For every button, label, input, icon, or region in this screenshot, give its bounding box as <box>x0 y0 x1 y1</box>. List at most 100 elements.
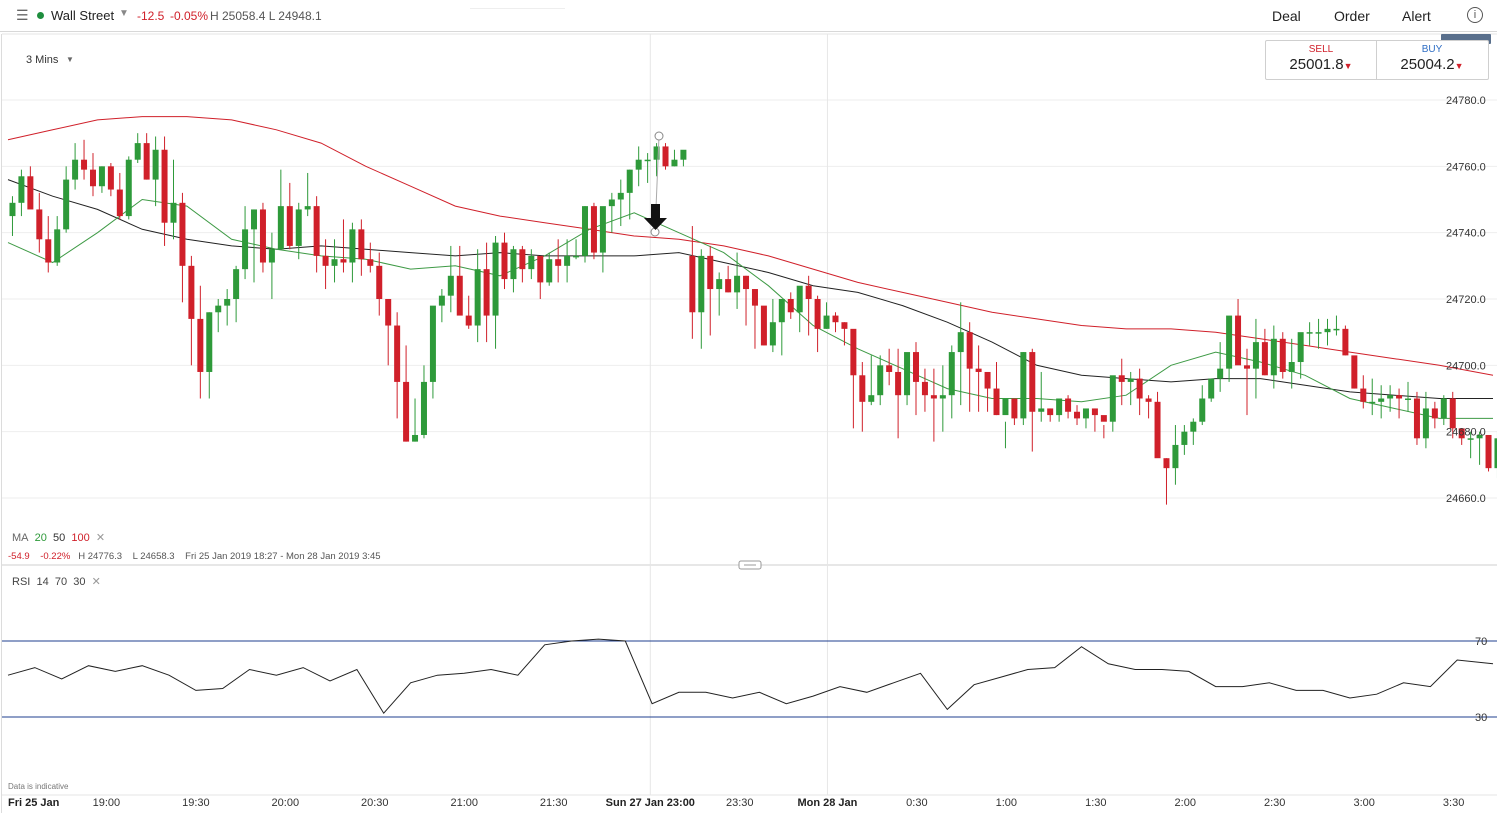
candle-body <box>751 289 758 306</box>
candle-body <box>930 395 937 399</box>
x-tick-label: 3:00 <box>1353 797 1374 809</box>
candle-body <box>1413 398 1420 439</box>
candle-body <box>573 255 580 258</box>
candle-body <box>1324 328 1331 333</box>
candle-body <box>9 202 16 217</box>
candle-body <box>385 299 392 326</box>
candle-body <box>1387 395 1394 399</box>
range-stats: -54.9 -0.22% H 24776.3 L 24658.3 Fri 25 … <box>8 551 381 562</box>
candle-body <box>1100 415 1107 422</box>
candle-body <box>179 202 186 266</box>
candles <box>9 133 1497 505</box>
candle-body <box>823 315 830 329</box>
candle-body <box>921 381 928 396</box>
candle-body <box>590 206 597 253</box>
x-tick-label: 3:30 <box>1443 797 1464 809</box>
candle-body <box>1288 362 1295 372</box>
instrument-name[interactable]: Wall Street <box>51 8 115 23</box>
candle-body <box>1315 332 1322 334</box>
candle-body <box>1485 434 1492 469</box>
x-tick-label: 20:00 <box>272 797 300 809</box>
candle-body <box>1181 431 1188 445</box>
top-bar: ☰ Wall Street ▼ -12.5 -0.05% H 25058.4 L… <box>0 0 1497 32</box>
candle-body <box>608 199 615 207</box>
candle-body <box>403 381 410 442</box>
candle-body <box>975 368 982 372</box>
candle-body <box>912 352 919 382</box>
candle-body <box>1422 408 1429 439</box>
candle-body <box>1396 395 1403 399</box>
candle-body <box>734 275 741 293</box>
hamburger-menu-icon[interactable]: ☰ <box>16 7 29 23</box>
order-button[interactable]: Order <box>1334 8 1370 24</box>
candle-body <box>1056 398 1063 416</box>
candle-body <box>45 239 52 263</box>
remove-rsi-icon[interactable]: ✕ <box>91 576 101 588</box>
candle-body <box>1279 338 1286 372</box>
timeframe-dropdown-icon[interactable]: ▼ <box>66 55 74 64</box>
candle-body <box>98 166 105 187</box>
rsi-label: RSI <box>12 576 31 588</box>
candle-body <box>787 299 794 313</box>
moving-average-lines <box>7 116 1494 419</box>
candle-body <box>143 143 150 180</box>
candle-body <box>760 305 767 346</box>
price-grid <box>1 33 1497 813</box>
price-axis: 24780.0 24760.0 24740.0 24720.0 24700.0 24680… <box>1446 95 1486 505</box>
x-tick-label: Fri 25 Jan <box>8 797 60 809</box>
timeframe-selector[interactable]: 3 Mins <box>26 54 59 66</box>
candle-body <box>1038 408 1045 412</box>
candle-body <box>1136 378 1143 399</box>
candle-body <box>671 159 678 167</box>
chevron-down-icon[interactable]: ▼ <box>119 8 129 19</box>
rsi-level-label: 70 <box>1475 636 1487 648</box>
candle-body <box>412 434 419 442</box>
down-arrow-icon <box>644 204 667 230</box>
alert-handle-top <box>654 131 664 141</box>
candle-body <box>304 206 311 210</box>
rsi-upper: 70 <box>54 576 68 588</box>
candle-body <box>161 149 168 223</box>
candle-body <box>125 159 132 217</box>
down-arrow-icon: ▼ <box>1454 61 1464 71</box>
candle-body <box>224 299 231 306</box>
candle-body <box>1378 398 1385 402</box>
x-tick-label: 2:30 <box>1264 797 1285 809</box>
candle-body <box>313 206 320 256</box>
candle-body <box>251 209 258 230</box>
remove-ma-icon[interactable]: ✕ <box>95 532 106 544</box>
annotations <box>644 131 667 237</box>
ma-50-label: 50 <box>53 532 66 544</box>
alert-button[interactable]: Alert <box>1402 8 1431 24</box>
candle-body <box>626 169 633 193</box>
x-tick-label: Sun 27 Jan 23:00 <box>606 797 695 809</box>
candle-body <box>859 375 866 402</box>
candle-body <box>456 275 463 316</box>
candle-body <box>1476 434 1483 439</box>
candle-body <box>1431 408 1438 419</box>
buy-button[interactable]: BUY 25004.2▼ <box>1377 41 1487 79</box>
sell-button[interactable]: SELL 25001.8▼ <box>1266 41 1377 79</box>
candle-body <box>197 318 204 372</box>
candle-body <box>349 229 356 263</box>
candle-body <box>376 265 383 299</box>
rsi-legend[interactable]: RSI 14 70 30 ✕ <box>12 575 101 588</box>
rsi-period: 14 <box>36 576 49 588</box>
candle-body <box>465 315 472 326</box>
range-high: H 24776.3 <box>78 551 123 562</box>
candle-body <box>1360 388 1367 402</box>
candle-body <box>483 269 490 316</box>
info-icon[interactable]: i <box>1467 7 1483 23</box>
candle-body <box>63 179 70 230</box>
candle-body <box>81 159 88 170</box>
ma-legend[interactable]: MA 20 50 100 ✕ <box>12 531 105 544</box>
time-axis: Fri 25 Jan 19:00 19:30 20:00 20:30 21:00 21:30… <box>2 794 1497 809</box>
y-tick-label: 24720.0 <box>1446 294 1486 306</box>
candle-body <box>1458 428 1465 439</box>
candle-body <box>1047 408 1054 416</box>
x-tick-label: 1:00 <box>996 797 1017 809</box>
candle-body <box>429 305 436 382</box>
candle-body <box>939 395 946 399</box>
deal-button[interactable]: Deal <box>1272 8 1301 24</box>
